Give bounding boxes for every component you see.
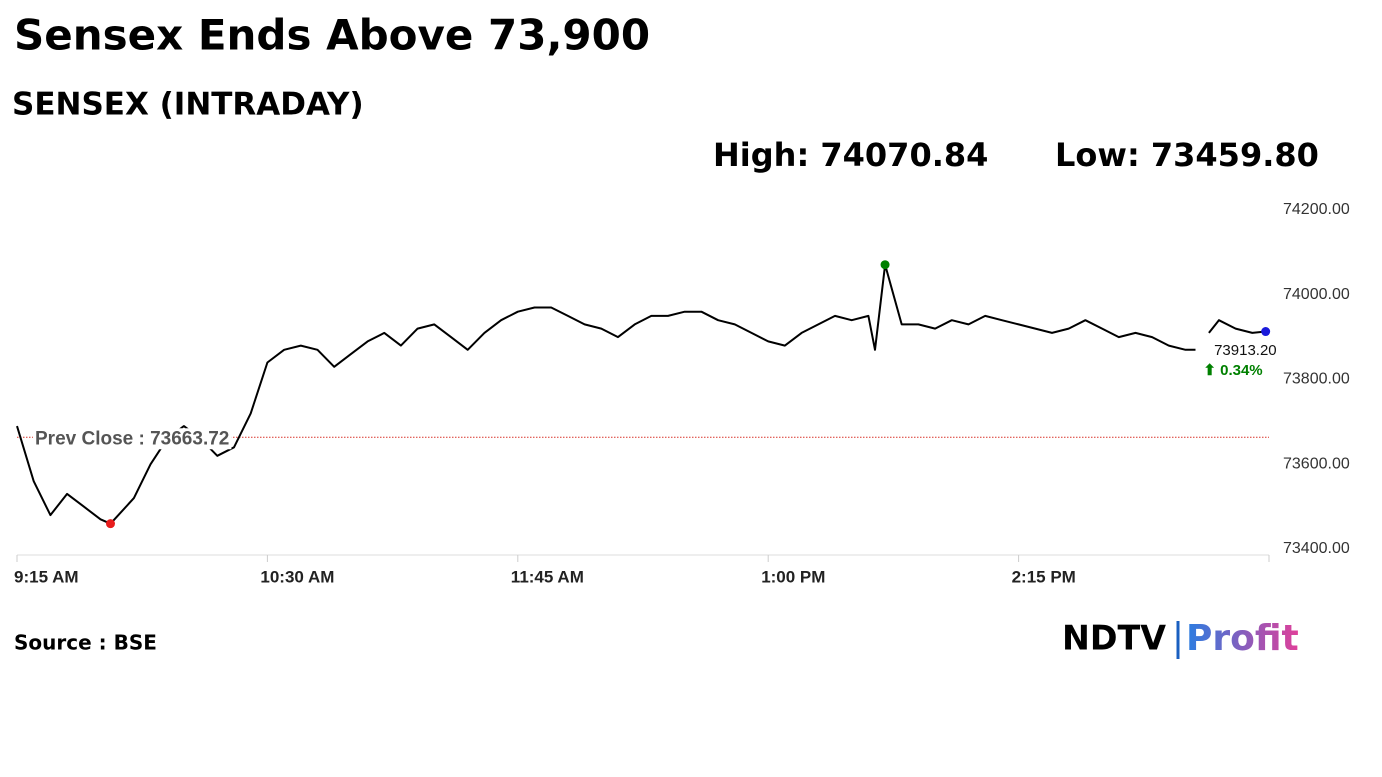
- x-tick-label: 10:30 AM: [260, 567, 334, 586]
- y-tick-label: 74000.00: [1283, 286, 1350, 303]
- y-tick-label: 73800.00: [1283, 371, 1350, 388]
- high-label: High: 74070.84: [713, 136, 988, 174]
- x-tick-label: 9:15 AM: [14, 567, 79, 586]
- reference-label-bg: [33, 428, 232, 450]
- reference-label: Prev Close : 73663.72: [35, 428, 229, 449]
- high-marker: [880, 260, 890, 270]
- x-tick-label: 1:00 PM: [761, 567, 825, 586]
- low-label: Low: 73459.80: [1055, 136, 1319, 174]
- x-tick-label: 11:45 AM: [511, 567, 584, 586]
- last-marker: [1261, 327, 1271, 337]
- price-line: [16, 263, 1266, 525]
- last-value-label: 73913.20: [1214, 342, 1277, 359]
- brand-ndtv: NDTV: [1062, 619, 1167, 659]
- y-tick-label: 73600.00: [1283, 455, 1350, 472]
- chart-subtitle: SENSEX (INTRADAY): [12, 87, 364, 123]
- brand-profit: Profit: [1186, 618, 1299, 659]
- y-tick-label: 73400.00: [1283, 540, 1350, 557]
- low-marker: [105, 519, 115, 529]
- y-tick-label: 74200.00: [1283, 201, 1350, 218]
- change-label: ⬆ 0.34%: [1203, 362, 1262, 379]
- x-tick-label: 2:15 PM: [1012, 567, 1076, 586]
- source: Source : BSE: [14, 631, 157, 655]
- chart-title: Sensex Ends Above 73,900: [14, 11, 650, 60]
